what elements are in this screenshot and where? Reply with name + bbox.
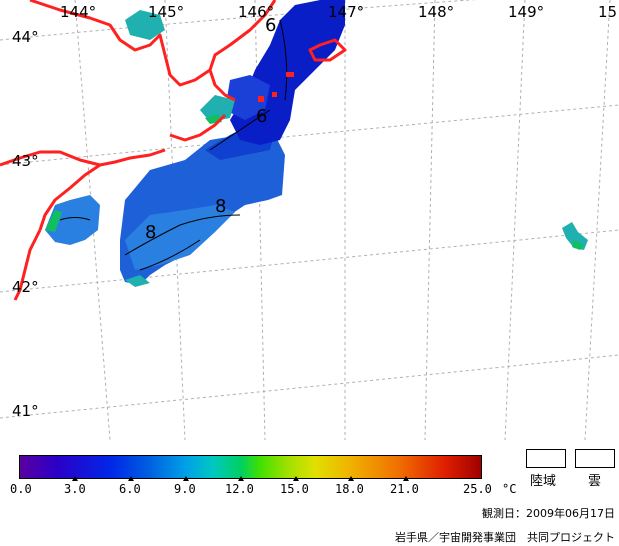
sst-map [0,0,619,440]
lon-label-148: 148° [418,3,455,21]
contour-label: 8 [145,222,157,243]
colorbar-tick-mark [183,476,189,481]
colorbar-tick-0: 0.0 [10,482,32,496]
lon-label-146: 146° [238,3,275,21]
lon-label-145: 145° [148,3,185,21]
observation-date: 観測日：2009年06月17日 [482,507,615,520]
contours [59,19,288,271]
lat-label-42: 42° [12,278,39,296]
colorbar-tick-mark [403,476,409,481]
colorbar-tick-21: 21.0 [390,482,419,496]
credit-text: 岩手県／宇宙開発事業団 共同プロジェクト [395,531,615,544]
lon-label-144: 144° [60,3,97,21]
cloud-legend-label: 雲 [588,474,602,489]
lat-label-41: 41° [12,402,39,420]
colorbar-tick-mark [293,476,299,481]
colorbar-tick-15: 15.0 [280,482,309,496]
contour-label: 6 [256,106,268,127]
colorbar-tick-mark [348,476,354,481]
colorbar-tick-25: 25.0 [463,482,492,496]
temperature-colorbar [19,455,482,479]
sst-region-west [45,195,100,245]
colorbar-tick-mark [238,476,244,481]
lat-label-44: 44° [12,28,39,46]
lon-label-150: 15 [598,3,618,21]
coastline [0,0,347,301]
land-legend-swatch [526,449,566,468]
contour-label: 6 [265,15,277,36]
cloud-legend-swatch [575,449,615,468]
colorbar-tick-6: 6.0 [119,482,141,496]
lon-label-147: 147° [328,3,365,21]
colorbar-unit: °C [502,482,517,496]
colorbar-tick-18: 18.0 [335,482,364,496]
colorbar-tick-mark [72,476,78,481]
lon-label-149: 149° [508,3,545,21]
colorbar-tick-12: 12.0 [225,482,254,496]
lat-label-43: 43° [12,152,39,170]
colorbar-tick-3: 3.0 [64,482,86,496]
sst-region-east [562,222,588,250]
land-legend-label: 陸域 [530,474,557,489]
colorbar-tick-mark [128,476,134,481]
sst-field [45,0,588,287]
contour-label: 8 [215,196,227,217]
colorbar-tick-9: 9.0 [174,482,196,496]
